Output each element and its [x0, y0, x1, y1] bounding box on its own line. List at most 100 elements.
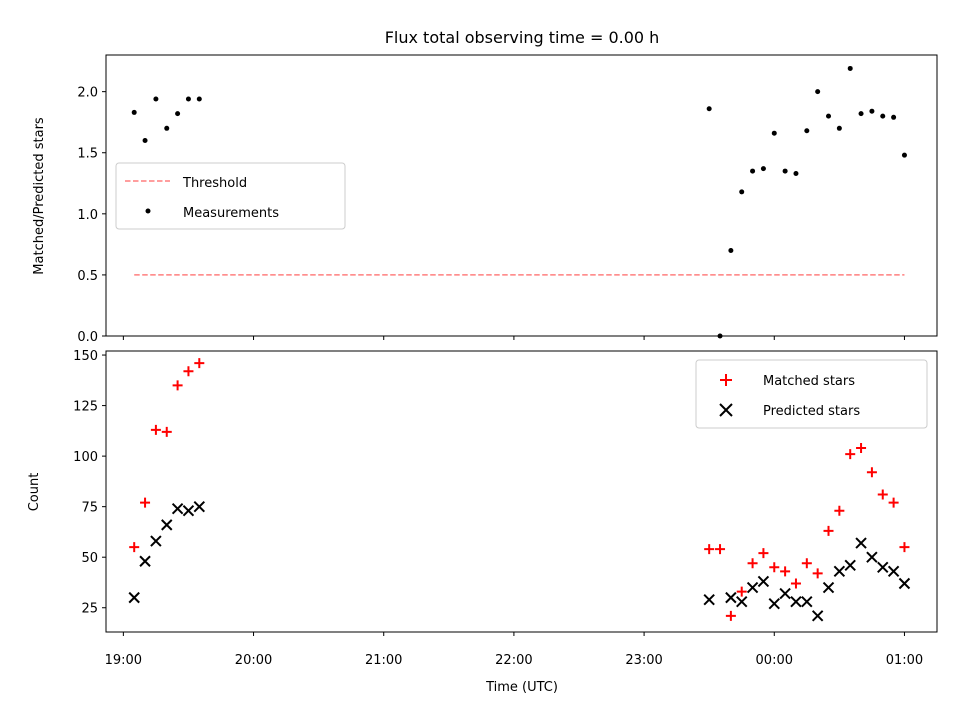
predicted-star-point: [898, 577, 911, 590]
legend-threshold-label: Threshold: [182, 176, 247, 191]
bottom-legend: Matched stars Predicted stars: [695, 359, 928, 429]
bottom-y-tick-label: 100: [73, 450, 98, 465]
bottom-y-axis-label: Count: [27, 473, 42, 512]
matched-star-point: [715, 544, 726, 555]
measurement-point: [175, 111, 181, 117]
top-y-tick-label: 2.0: [77, 86, 98, 101]
top-y-tick-label: 1.0: [77, 208, 98, 223]
matched-star-point: [866, 467, 877, 478]
bottom-y-tick-label: 150: [73, 349, 98, 364]
bottom-axes-frame: [105, 350, 938, 633]
predicted-star-point: [139, 555, 151, 567]
matched-star-point: [801, 558, 812, 569]
legend-measurements-label: Measurements: [183, 206, 279, 221]
bottom-plot-area: [128, 358, 911, 622]
top-plot-area: [131, 65, 907, 339]
matched-star-point: [194, 358, 205, 369]
predicted-star-point: [866, 551, 878, 563]
predicted-star-point: [703, 593, 715, 606]
predicted-star-point: [877, 561, 889, 574]
matched-star-point: [769, 562, 780, 573]
bottom-y-ticks: 25 50 75 100 125 150: [73, 349, 106, 617]
measurement-point: [804, 128, 810, 134]
top-legend-box: [115, 162, 346, 230]
matched-star-point: [172, 380, 183, 391]
top-axes-frame: [105, 54, 938, 337]
top-x-ticks: [122, 336, 905, 340]
bottom-legend-box: [695, 359, 928, 429]
x-tick-label: 20:00: [235, 653, 272, 668]
predicted-star-point: [801, 595, 813, 608]
matched-star-point: [834, 505, 845, 516]
matched-star-point: [725, 610, 736, 621]
matched-star-point: [150, 424, 161, 435]
measurement-point: [847, 65, 853, 71]
matched-star-point: [780, 566, 791, 577]
measurement-point: [196, 96, 202, 102]
measurement-point: [131, 109, 137, 115]
matched-star-point: [823, 525, 834, 536]
x-tick-label: 19:00: [105, 653, 142, 668]
x-tick-label: 00:00: [756, 653, 793, 668]
legend-matched-label: Matched stars: [763, 374, 855, 389]
measurement-point: [142, 138, 148, 144]
chart-title: Flux total observing time = 0.00 h: [385, 28, 660, 47]
bottom-y-tick-label: 75: [81, 501, 98, 516]
predicted-star-point: [811, 610, 824, 622]
bottom-y-tick-label: 125: [73, 400, 98, 415]
x-tick-label: 01:00: [886, 653, 923, 668]
legend-measurements-swatch: [145, 208, 151, 214]
matched-star-point: [161, 426, 172, 437]
measurement-point: [815, 89, 821, 95]
legend-predicted-label: Predicted stars: [763, 404, 860, 419]
x-tick-label: 23:00: [625, 653, 662, 668]
predicted-star-point: [790, 595, 802, 608]
predicted-star-point: [171, 502, 184, 515]
measurement-point: [760, 166, 766, 172]
matched-star-point: [899, 542, 910, 553]
legend-predicted-swatch: [719, 403, 733, 417]
predicted-star-point: [725, 591, 737, 604]
predicted-star-point: [887, 565, 900, 578]
top-y-axis-label: Matched/Predicted stars: [32, 117, 47, 275]
top-y-tick-label: 1.5: [77, 147, 98, 162]
measurement-point: [728, 247, 734, 253]
predicted-star-point: [182, 504, 195, 517]
bottom-y-tick-label: 25: [81, 602, 98, 617]
measurement-point: [869, 108, 875, 114]
predicted-star-point: [779, 587, 791, 600]
measurement-point: [858, 111, 864, 117]
measurement-point: [739, 189, 745, 195]
predicted-star-point: [768, 597, 780, 610]
measurement-point: [836, 125, 842, 131]
matched-star-point: [877, 489, 888, 500]
matched-star-point: [183, 366, 194, 377]
predicted-star-point: [150, 535, 162, 547]
predicted-star-point: [757, 575, 770, 588]
matched-star-point: [747, 558, 758, 569]
matched-star-point: [812, 568, 823, 579]
matched-star-point: [845, 449, 856, 460]
predicted-star-point: [855, 537, 867, 549]
top-y-tick-label: 0.5: [77, 269, 98, 284]
measurement-point: [706, 106, 712, 112]
top-y-ticks: 0.0 0.5 1.0 1.5 2.0: [77, 86, 106, 345]
predicted-star-point: [822, 581, 835, 594]
measurement-point: [771, 130, 777, 136]
matched-star-point: [888, 497, 899, 508]
measurement-point: [826, 113, 832, 119]
measurement-point: [891, 114, 897, 120]
matched-star-point: [140, 497, 151, 508]
legend-matched-swatch: [720, 374, 732, 386]
measurement-point: [901, 152, 907, 158]
measurement-point: [793, 171, 799, 177]
predicted-star-point: [833, 565, 846, 578]
x-axis-label: Time (UTC): [485, 680, 558, 695]
matched-star-point: [790, 578, 801, 589]
measurement-point: [782, 168, 788, 174]
predicted-star-point: [844, 559, 856, 571]
predicted-star-point: [736, 595, 748, 608]
measurement-point: [750, 168, 756, 174]
measurement-point: [153, 96, 159, 102]
